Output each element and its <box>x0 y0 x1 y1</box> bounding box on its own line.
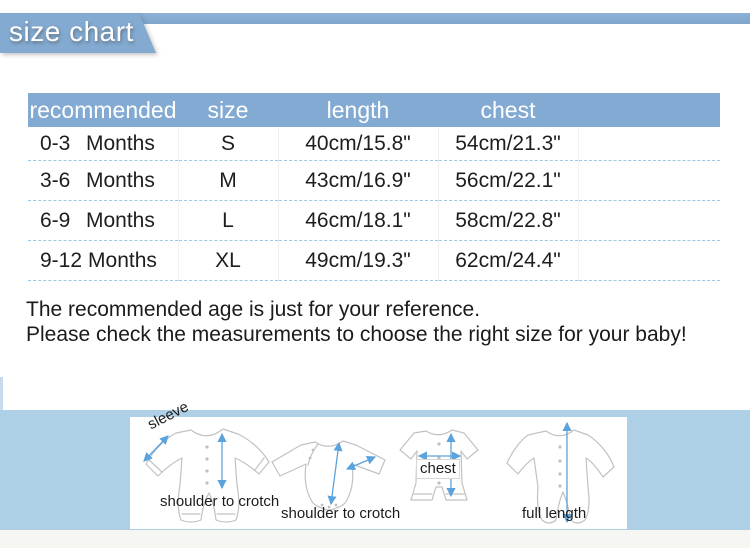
header-row: recommended size length chest <box>28 93 720 127</box>
header-chest: chest <box>438 93 578 127</box>
cell-size: XL <box>177 240 278 281</box>
age-range: 3-6 <box>40 168 71 192</box>
bodysuit-illustration <box>271 440 386 511</box>
cell-size: S <box>177 127 278 161</box>
age-unit: Months <box>86 208 155 232</box>
age-range: 9-12 <box>40 248 83 272</box>
cell-size: L <box>177 200 278 241</box>
cell-spacer <box>577 127 720 161</box>
page-title: size chart <box>9 16 134 47</box>
bodysuit-sleeve-arrow <box>345 455 377 471</box>
cell-age: 0-3 Months <box>28 127 178 161</box>
note-line-2: Please check the measurements to choose … <box>26 323 687 346</box>
shoulder-to-crotch-arrow-2 <box>327 441 343 506</box>
chest-label: chest <box>416 459 460 479</box>
table-row: 6-9 Months L 46cm/18.1" 58cm/22.8" <box>28 200 720 241</box>
age-range: 0-3 <box>40 131 71 155</box>
shoulder-to-crotch-label-2: shoulder to crotch <box>281 505 401 522</box>
cell-spacer <box>577 200 720 241</box>
table-row: 3-6 Months M 43cm/16.9" 56cm/22.1" <box>28 160 720 201</box>
ribbon-bar <box>0 13 750 24</box>
cell-length: 46cm/18.1" <box>277 200 438 241</box>
header-recommended: recommended <box>28 93 178 127</box>
ribbon-tab-shape <box>0 13 156 53</box>
measurement-panel: sleeve shoulder to crotch shoulder to cr… <box>130 398 627 529</box>
header-length: length <box>278 93 438 127</box>
sleeve-arrow <box>143 435 169 462</box>
cell-chest: 56cm/22.1" <box>437 160 578 201</box>
table-row: 0-3 Months S 40cm/15.8" 54cm/21.3" <box>28 127 720 161</box>
header-spacer <box>578 93 720 127</box>
cell-age: 6-9 Months <box>28 200 178 241</box>
cell-spacer <box>577 160 720 201</box>
cell-length: 40cm/15.8" <box>277 127 438 161</box>
measurement-band: sleeve shoulder to crotch shoulder to cr… <box>0 398 750 530</box>
note-line-1: The recommended age is just for your ref… <box>26 298 481 321</box>
full-length-label: full length <box>522 505 587 522</box>
size-chart-ribbon <box>0 13 160 53</box>
garment-diagrams-image <box>143 421 615 524</box>
header-size: size <box>178 93 278 127</box>
cell-chest: 62cm/24.4" <box>437 240 578 281</box>
cell-size: M <box>177 160 278 201</box>
cell-age: 3-6 Months <box>28 160 178 201</box>
cell-chest: 58cm/22.8" <box>437 200 578 241</box>
cell-age: 9-12 Months <box>28 240 178 281</box>
footed-sleeper-illustration <box>145 428 270 523</box>
age-unit: Months <box>86 131 155 155</box>
size-table: recommended size length chest 0-3 Months … <box>28 93 720 281</box>
cell-length: 43cm/16.9" <box>277 160 438 201</box>
shoulder-to-crotch-label-1: shoulder to crotch <box>160 493 280 510</box>
cell-chest: 54cm/21.3" <box>437 127 578 161</box>
cell-length: 49cm/19.3" <box>277 240 438 281</box>
advisory-note: The recommended age is just for your ref… <box>26 297 687 347</box>
cell-spacer <box>577 240 720 281</box>
table-row: 9-12 Months XL 49cm/19.3" 62cm/24.4" <box>28 240 720 281</box>
age-range: 6-9 <box>40 208 71 232</box>
bottom-strip <box>0 530 750 548</box>
age-unit: Months <box>86 168 155 192</box>
age-unit: Months <box>88 248 157 272</box>
